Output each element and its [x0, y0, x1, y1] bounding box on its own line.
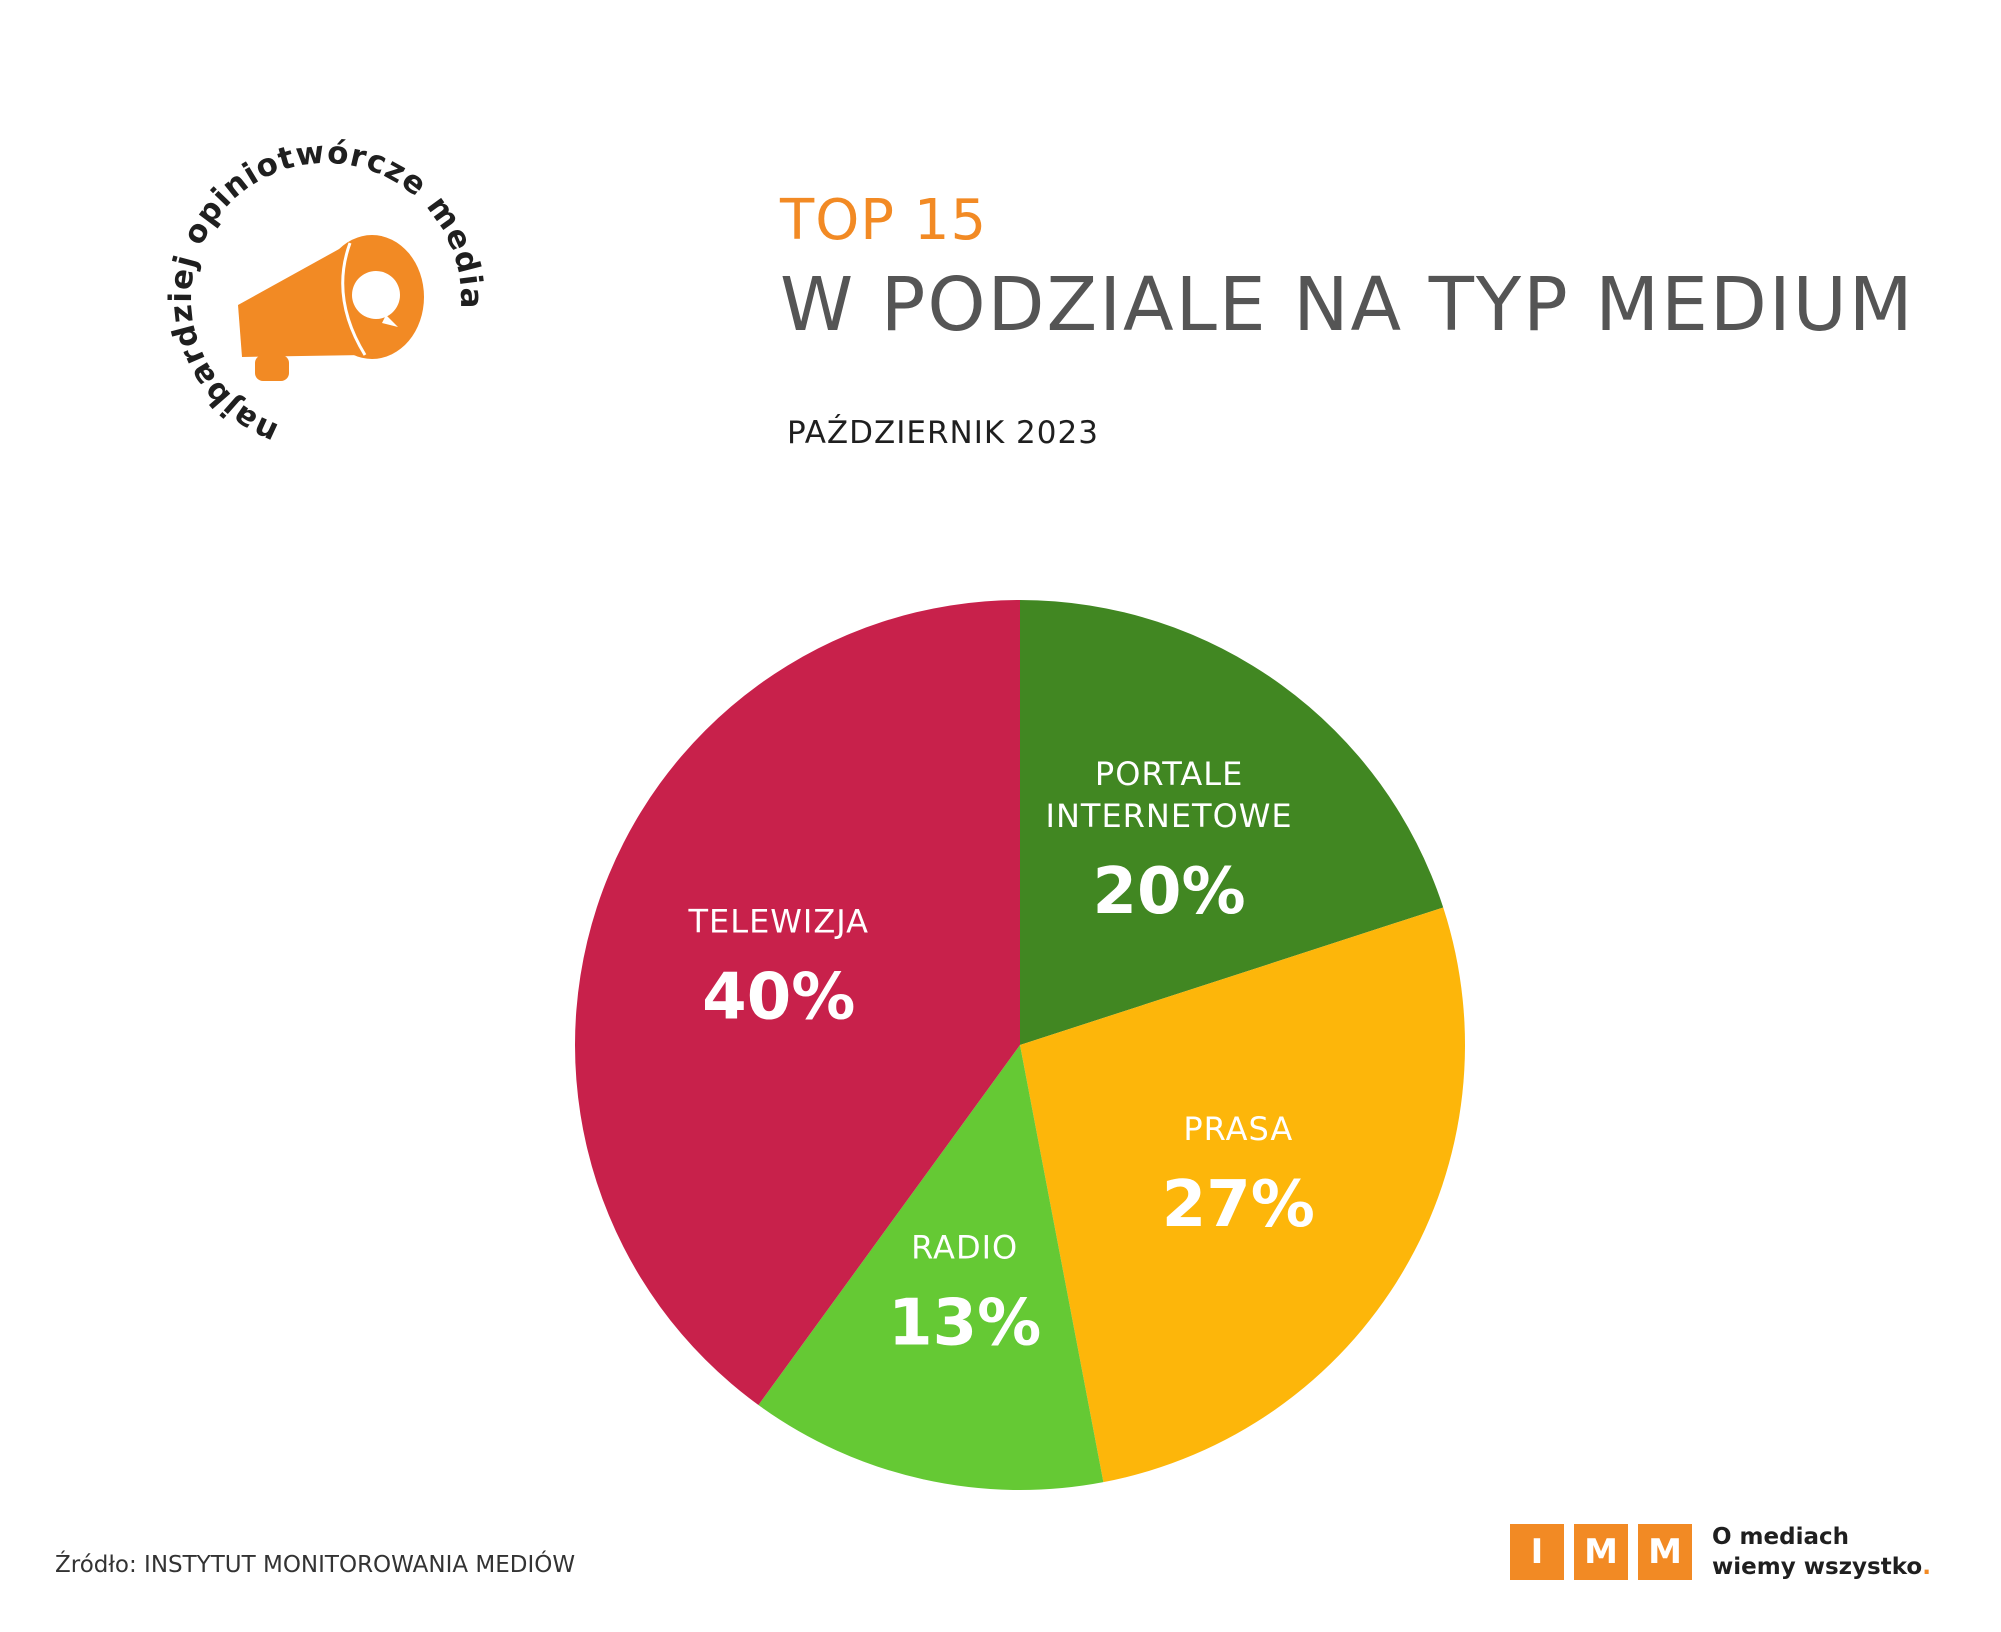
- page-title: W PODZIALE NA TYP MEDIUM: [780, 262, 1915, 348]
- pie-slice-portale-internetowe: [1020, 600, 1444, 1045]
- slice-value-label: 27%: [1162, 1168, 1315, 1242]
- logo-letter: M: [1574, 1524, 1628, 1580]
- pie-chart: PORTALE INTERNETOWE 20% PRASA 27% RADIO 13% TEL…: [575, 600, 1465, 1490]
- logo-letter: M: [1638, 1524, 1692, 1580]
- slice-label: TELEWIZJA: [687, 903, 869, 941]
- tagline-dot: .: [1922, 1554, 1931, 1580]
- subtitle: PAŹDZIERNIK 2023: [787, 415, 1099, 451]
- slice-value-label: 20%: [1092, 855, 1245, 929]
- megaphone-icon: [238, 235, 424, 381]
- slice-value-label: 13%: [888, 1287, 1041, 1361]
- pie-slice-radio: [758, 1045, 1104, 1490]
- title-top: TOP 15: [780, 188, 988, 253]
- slice-label: INTERNETOWE: [1046, 797, 1293, 835]
- pie-slice-prasa: [1020, 907, 1465, 1483]
- slice-value-label: 40%: [702, 961, 855, 1035]
- imm-logo: I M M O mediach wiemy wszystko.: [1510, 1522, 1931, 1582]
- tagline-line-2: wiemy wszystko: [1712, 1554, 1923, 1580]
- slice-label: PORTALE: [1095, 755, 1243, 793]
- badge: najbardziej opiniotwórcze media: [163, 134, 488, 450]
- logo-letter: I: [1510, 1524, 1564, 1580]
- slice-label: RADIO: [911, 1229, 1018, 1267]
- pie-slice-telewizja: [575, 600, 1020, 1406]
- slice-label: PRASA: [1183, 1110, 1293, 1148]
- tagline-line-1: O mediach: [1712, 1524, 1850, 1550]
- source-note: Źródło: INSTYTUT MONITOROWANIA MEDIÓW: [55, 1552, 576, 1578]
- logo-tagline: O mediach wiemy wszystko.: [1712, 1522, 1931, 1582]
